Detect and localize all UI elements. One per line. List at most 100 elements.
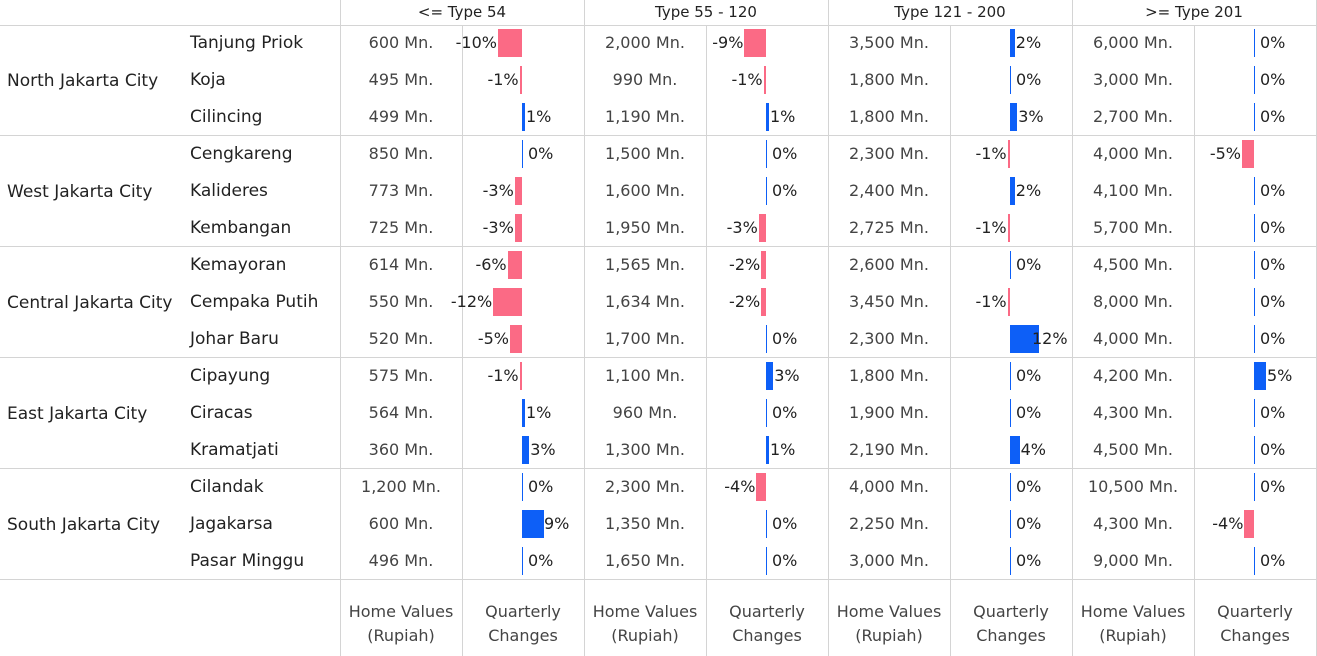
change-bar-negative (493, 287, 522, 316)
axis-label-line: Changes (1220, 626, 1290, 645)
change-label: -1% (975, 143, 1007, 163)
city-label: North Jakarta City (7, 70, 159, 91)
axis-label-line: Home Values (592, 602, 698, 621)
change-bar-zero (1254, 546, 1255, 575)
column-group-header: Type 55 - 120 (655, 3, 757, 21)
home-value-cell: 564 Mn. (368, 402, 434, 422)
change-label: -2% (729, 254, 761, 274)
grid-vline (706, 25, 707, 656)
home-value-cell: 2,600 Mn. (849, 254, 929, 274)
column-group-header: >= Type 201 (1145, 3, 1243, 21)
change-label: -3% (482, 217, 514, 237)
district-label: Jagakarsa (190, 513, 273, 534)
change-label: -3% (726, 217, 758, 237)
home-value-cell: 5,700 Mn. (1093, 217, 1173, 237)
home-value-cell: 1,800 Mn. (849, 365, 929, 385)
city-label: East Jakarta City (7, 403, 148, 424)
change-label: 4% (1020, 439, 1046, 459)
home-value-cell: 6,000 Mn. (1093, 32, 1173, 52)
change-label: 0% (1260, 328, 1286, 348)
quarterly-changes-axis-label: Quarterly Changes (950, 600, 1072, 648)
change-label: -1% (975, 291, 1007, 311)
home-value-cell: 360 Mn. (368, 439, 434, 459)
change-label: 0% (1260, 439, 1286, 459)
axis-label-line: Quarterly (729, 602, 805, 621)
home-value-cell: 2,725 Mn. (849, 217, 929, 237)
change-label: 0% (1016, 69, 1042, 89)
change-label: 0% (1260, 217, 1286, 237)
change-label: 3% (774, 365, 800, 385)
change-bar-zero (766, 139, 767, 168)
change-bar-negative (744, 28, 766, 57)
change-bar-positive (766, 435, 769, 464)
change-bar-zero (1010, 361, 1011, 390)
change-bar-negative (761, 287, 766, 316)
change-bar-zero (1254, 472, 1255, 501)
home-value-cell: 990 Mn. (612, 69, 678, 89)
change-bar-negative (498, 28, 522, 57)
change-label: 0% (1260, 69, 1286, 89)
change-label: 2% (1015, 180, 1042, 200)
change-bar-zero (1254, 398, 1255, 427)
home-value-cell: 2,000 Mn. (605, 32, 685, 52)
district-label: Koja (190, 69, 226, 90)
home-value-cell: 1,700 Mn. (605, 328, 685, 348)
change-label: 0% (1016, 365, 1042, 385)
home-value-cell: 1,650 Mn. (605, 550, 685, 570)
home-value-cell: 4,200 Mn. (1093, 365, 1173, 385)
change-label: 0% (1260, 550, 1286, 570)
change-label: -6% (475, 254, 507, 274)
axis-label-line: Changes (732, 626, 802, 645)
home-value-cell: 9,000 Mn. (1093, 550, 1173, 570)
grid-vline (828, 0, 829, 656)
change-bar-negative (519, 361, 522, 390)
change-bar-negative (514, 213, 522, 242)
change-bar-negative (763, 65, 766, 94)
home-value-cell: 725 Mn. (368, 217, 434, 237)
change-label: 0% (772, 513, 798, 533)
change-label: 0% (772, 328, 798, 348)
change-bar-positive (522, 509, 544, 538)
change-bar-zero (766, 546, 767, 575)
change-label: 1% (526, 106, 552, 126)
city-label: Central Jakarta City (7, 292, 173, 313)
change-bar-zero (766, 398, 767, 427)
change-label: -4% (724, 476, 756, 496)
change-label: 0% (1016, 402, 1042, 422)
change-label: 3% (1018, 106, 1044, 126)
change-label: 0% (772, 180, 798, 200)
change-bar-zero (1010, 250, 1011, 279)
home-value-cell: 2,300 Mn. (849, 143, 929, 163)
change-bar-zero (1254, 102, 1255, 131)
home-value-cell: 496 Mn. (368, 550, 434, 570)
district-label: Pasar Minggu (190, 550, 305, 571)
change-bar-negative (507, 250, 522, 279)
home-value-cell: 4,000 Mn. (1093, 143, 1173, 163)
home-value-cell: 1,350 Mn. (605, 513, 685, 533)
change-label: 0% (528, 476, 554, 496)
change-label: -5% (1209, 143, 1241, 163)
home-value-cell: 2,190 Mn. (849, 439, 929, 459)
change-label: -5% (477, 328, 509, 348)
change-label: 0% (528, 143, 554, 163)
change-bar-negative (1242, 139, 1254, 168)
home-value-cell: 2,700 Mn. (1093, 106, 1173, 126)
change-label: 0% (1016, 513, 1042, 533)
header-divider (0, 25, 1317, 26)
change-bar-negative (758, 213, 766, 242)
home-value-cell: 3,000 Mn. (849, 550, 929, 570)
change-bar-negative (519, 65, 522, 94)
home-value-cell: 1,565 Mn. (605, 254, 685, 274)
change-label: 0% (1260, 180, 1286, 200)
home-value-cell: 3,450 Mn. (849, 291, 929, 311)
change-bar-positive (1010, 28, 1015, 57)
home-value-cell: 550 Mn. (368, 291, 434, 311)
home-value-cell: 614 Mn. (368, 254, 434, 274)
home-value-cell: 2,300 Mn. (605, 476, 685, 496)
change-bar-zero (766, 176, 767, 205)
axis-label-line: Home Values (348, 602, 454, 621)
home-value-cell: 3,500 Mn. (849, 32, 929, 52)
district-label: Kemayoran (190, 254, 287, 275)
home-value-cell: 499 Mn. (368, 106, 434, 126)
